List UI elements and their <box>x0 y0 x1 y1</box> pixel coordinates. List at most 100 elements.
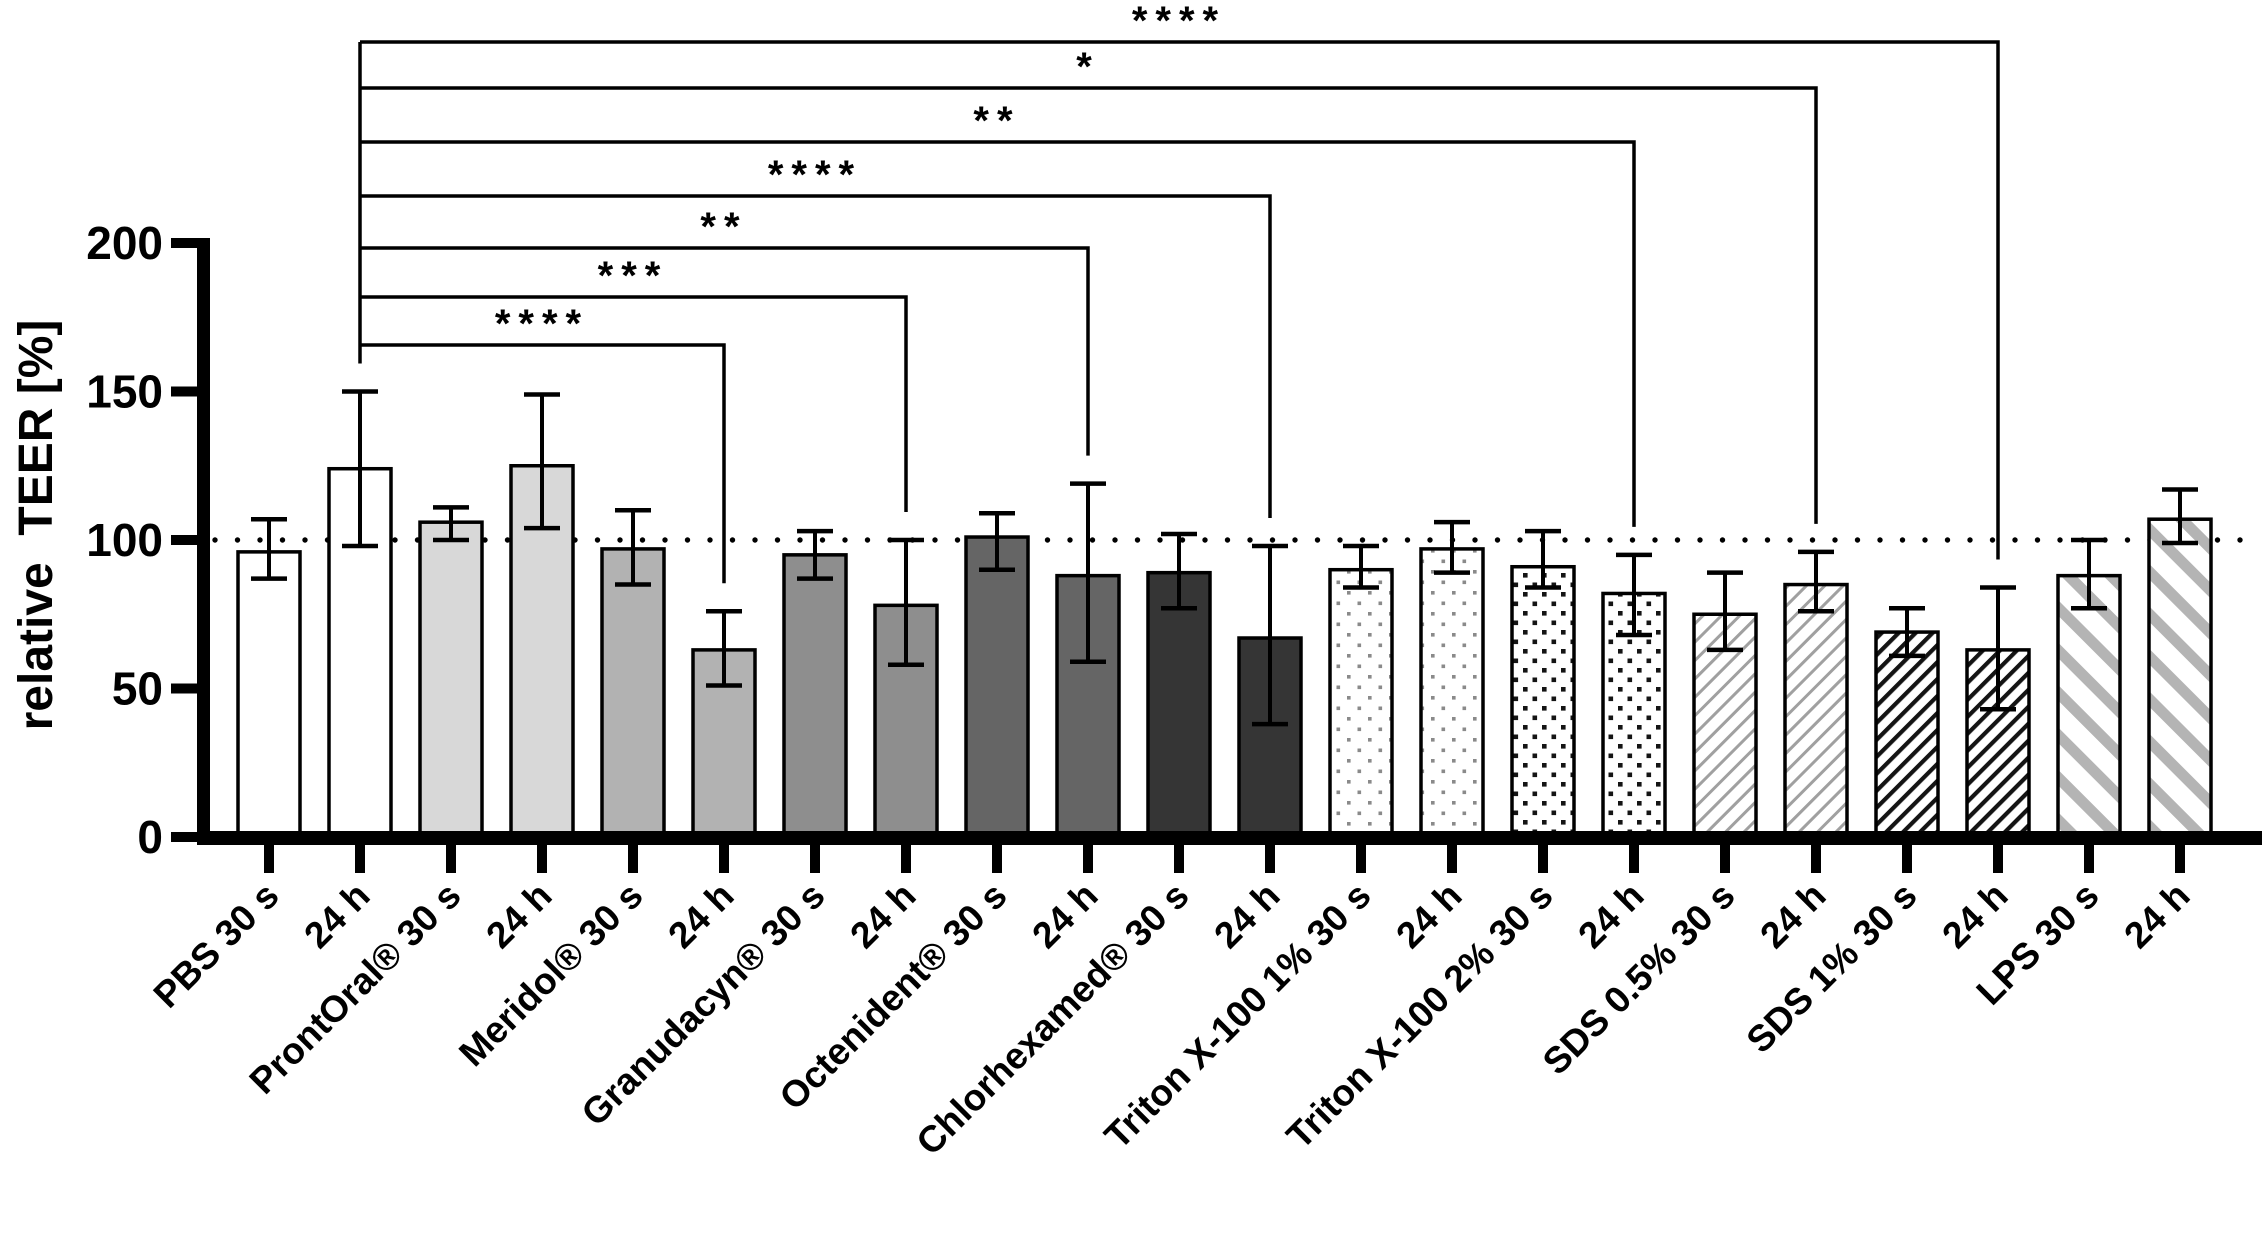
bar-6 <box>782 553 848 836</box>
bar-21 <box>2147 517 2213 836</box>
y-tick-label: 150 <box>86 366 163 418</box>
bar-20 <box>2056 573 2122 836</box>
bar-17 <box>1783 582 1849 836</box>
x-tick <box>1720 845 1730 873</box>
y-axis-line <box>197 238 210 845</box>
error-bar-20 <box>2071 537 2107 611</box>
x-tick-label-9: 24 h <box>1024 875 1105 956</box>
x-tick <box>810 845 820 873</box>
y-axis-title: relative TEER [%] <box>10 320 63 731</box>
x-tick <box>1083 845 1093 873</box>
error-bar-0 <box>251 516 287 581</box>
x-tick <box>537 845 547 873</box>
error-bar-21 <box>2162 487 2198 546</box>
x-tick-label-19: 24 h <box>1934 875 2015 956</box>
x-tick <box>628 845 638 873</box>
error-bar-4 <box>615 508 651 587</box>
x-tick <box>901 845 911 873</box>
x-tick <box>1538 845 1548 873</box>
error-bar-2 <box>433 505 469 543</box>
x-tick-label-7: 24 h <box>842 875 923 956</box>
bar-12 <box>1328 567 1394 836</box>
significance-bracket-5 <box>360 295 908 512</box>
x-tick <box>1811 845 1821 873</box>
significance-stars-1: * <box>1076 45 1100 89</box>
significance-stars-4: ** <box>700 205 747 249</box>
y-tick <box>171 535 197 545</box>
x-tick-label-13: 24 h <box>1388 875 1469 956</box>
x-tick-label-15: 24 h <box>1570 875 1651 956</box>
bars <box>236 389 2213 836</box>
error-bar-13 <box>1434 519 1470 575</box>
x-tick <box>719 845 729 873</box>
error-bar-1 <box>342 389 378 549</box>
x-tick-label-21: 24 h <box>2116 875 2197 956</box>
x-tick <box>992 845 1002 873</box>
significance-brackets: ******************** <box>358 0 2000 584</box>
bar-4 <box>600 547 666 836</box>
x-tick-label-11: 24 h <box>1206 875 1287 956</box>
x-tick <box>1265 845 1275 873</box>
error-bar-5 <box>706 609 742 688</box>
bar-18 <box>1874 630 1940 836</box>
error-bar-14 <box>1525 528 1561 590</box>
bar-10 <box>1146 570 1212 836</box>
error-bar-11 <box>1252 543 1288 727</box>
y-tick-label: 0 <box>137 811 163 863</box>
significance-stars-2: ** <box>973 99 1020 143</box>
y-tick <box>171 238 197 248</box>
y-tick-label: 50 <box>112 663 163 715</box>
error-bar-15 <box>1616 552 1652 638</box>
significance-stars-5: *** <box>598 254 669 298</box>
error-bar-19 <box>1980 585 2016 712</box>
bar-0 <box>236 550 302 836</box>
x-tick-label-17: 24 h <box>1752 875 1833 956</box>
x-tick <box>1993 845 2003 873</box>
x-tick-label-1: 24 h <box>296 875 377 956</box>
x-tick <box>1902 845 1912 873</box>
bar-14 <box>1510 564 1576 836</box>
x-tick <box>2175 845 2185 873</box>
bar-2 <box>418 520 484 836</box>
significance-bracket-2 <box>360 140 1636 527</box>
bar-8 <box>964 535 1030 836</box>
y-tick-label: 200 <box>86 217 163 269</box>
x-tick <box>1174 845 1184 873</box>
x-tick <box>264 845 274 873</box>
y-tick <box>171 386 197 397</box>
x-tick-label-3: 24 h <box>478 875 559 956</box>
significance-stars-0: **** <box>1132 0 1226 43</box>
error-bar-3 <box>524 392 560 531</box>
x-tick-label-5: 24 h <box>660 875 741 956</box>
x-axis-line <box>197 831 2262 845</box>
error-bar-9 <box>1070 481 1106 665</box>
error-bar-17 <box>1798 549 1834 614</box>
y-tick <box>171 832 197 842</box>
y-tick-label: 100 <box>86 514 163 566</box>
x-tick <box>2084 845 2094 873</box>
x-tick <box>1356 845 1366 873</box>
error-bar-18 <box>1889 606 1925 659</box>
significance-bracket-4 <box>360 246 1090 456</box>
x-tick-label-0: PBS 30 s <box>146 875 287 1016</box>
significance-stars-6: **** <box>495 302 589 346</box>
error-bar-8 <box>979 511 1015 572</box>
significance-bracket-1 <box>360 86 1818 524</box>
bar-13 <box>1419 547 1485 836</box>
error-bar-7 <box>888 537 924 667</box>
significance-bracket-6 <box>360 343 726 584</box>
error-bar-12 <box>1343 543 1379 590</box>
x-tick <box>1447 845 1457 873</box>
significance-bracket-3 <box>360 194 1272 518</box>
x-tick <box>446 845 456 873</box>
x-tick <box>1629 845 1639 873</box>
error-bar-10 <box>1161 531 1197 611</box>
significance-bracket-0 <box>360 40 2000 560</box>
error-bar-6 <box>797 528 833 581</box>
y-tick <box>171 683 197 694</box>
error-bar-16 <box>1707 570 1743 653</box>
significance-stars-3: **** <box>768 153 862 197</box>
x-tick <box>355 845 365 873</box>
